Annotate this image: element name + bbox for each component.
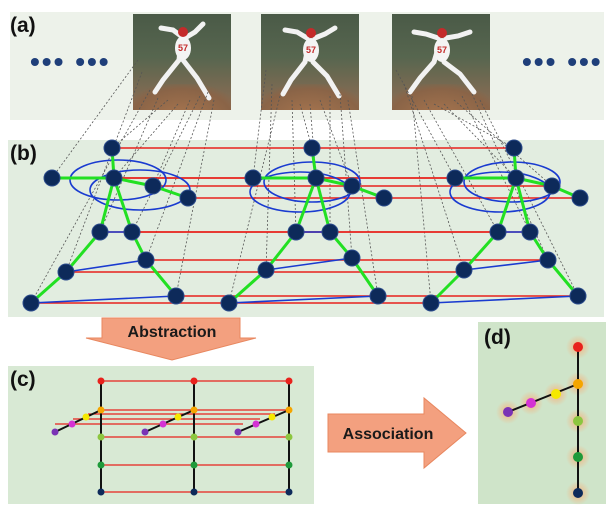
association-label: Association	[343, 426, 434, 443]
pitcher-mound	[133, 84, 231, 110]
skeleton-frame-2	[220, 139, 393, 312]
jersey-number: 57	[437, 45, 447, 55]
abstract-graph	[51, 377, 293, 496]
video-frame-2: 57	[261, 14, 359, 110]
panel-b-label: (b)	[10, 142, 37, 165]
jersey-number: 57	[178, 43, 188, 53]
panel-d-label: (d)	[484, 326, 511, 349]
skeleton-frame-3	[422, 139, 589, 312]
pitcher-figure: 57	[280, 25, 342, 99]
panel-c-background	[8, 366, 314, 504]
panel-a-label: (a)	[10, 14, 36, 37]
association-arrow: Association	[327, 396, 467, 470]
pitcher-figure: 57	[407, 28, 477, 95]
abstraction-label: Abstraction	[128, 324, 217, 341]
pitcher-figure: 57	[152, 21, 212, 101]
associated-skeleton	[496, 335, 590, 505]
jersey-number: 57	[306, 45, 316, 55]
video-frame-1: 57	[133, 14, 231, 110]
ellipsis-right: ••• •••	[522, 46, 603, 77]
abstraction-arrow: Abstraction	[85, 317, 257, 361]
panel-c-label: (c)	[10, 368, 36, 391]
skeleton-frame-1	[22, 139, 197, 312]
ellipsis-left: ••• •••	[30, 46, 111, 77]
video-frame-3: 57	[392, 14, 490, 110]
